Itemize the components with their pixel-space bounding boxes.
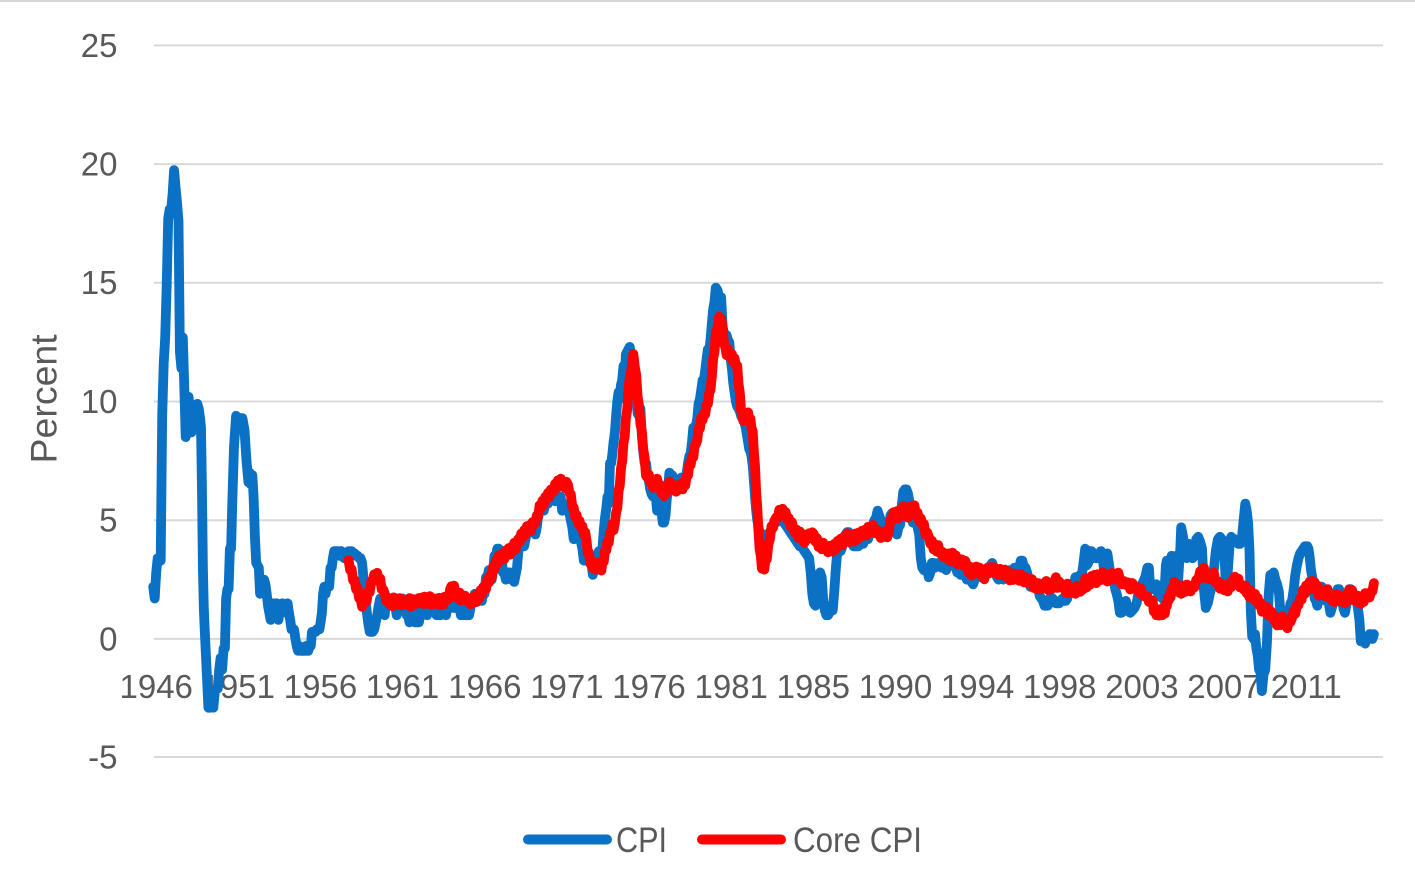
svg-text:Core CPI: Core CPI <box>793 821 922 860</box>
svg-text:-5: -5 <box>88 738 117 775</box>
svg-text:20: 20 <box>81 146 118 183</box>
svg-text:1981: 1981 <box>694 668 767 705</box>
svg-text:10: 10 <box>81 383 118 420</box>
svg-text:1961: 1961 <box>366 668 439 705</box>
svg-text:1946: 1946 <box>119 668 192 705</box>
svg-text:CPI: CPI <box>616 821 667 860</box>
svg-text:1985: 1985 <box>777 668 850 705</box>
svg-text:1966: 1966 <box>448 668 521 705</box>
svg-text:25: 25 <box>81 27 118 64</box>
svg-text:1971: 1971 <box>530 668 603 705</box>
svg-text:1956: 1956 <box>284 668 357 705</box>
svg-text:15: 15 <box>81 264 118 301</box>
svg-text:2003: 2003 <box>1105 668 1178 705</box>
svg-text:0: 0 <box>99 620 117 657</box>
svg-text:1998: 1998 <box>1023 668 1096 705</box>
svg-text:2011: 2011 <box>1271 668 1342 705</box>
svg-text:1994: 1994 <box>941 668 1014 705</box>
svg-text:1990: 1990 <box>859 668 932 705</box>
svg-text:1976: 1976 <box>612 668 685 705</box>
svg-text:Percent: Percent <box>23 334 65 464</box>
svg-text:2007: 2007 <box>1187 668 1260 705</box>
svg-text:5: 5 <box>99 502 117 539</box>
